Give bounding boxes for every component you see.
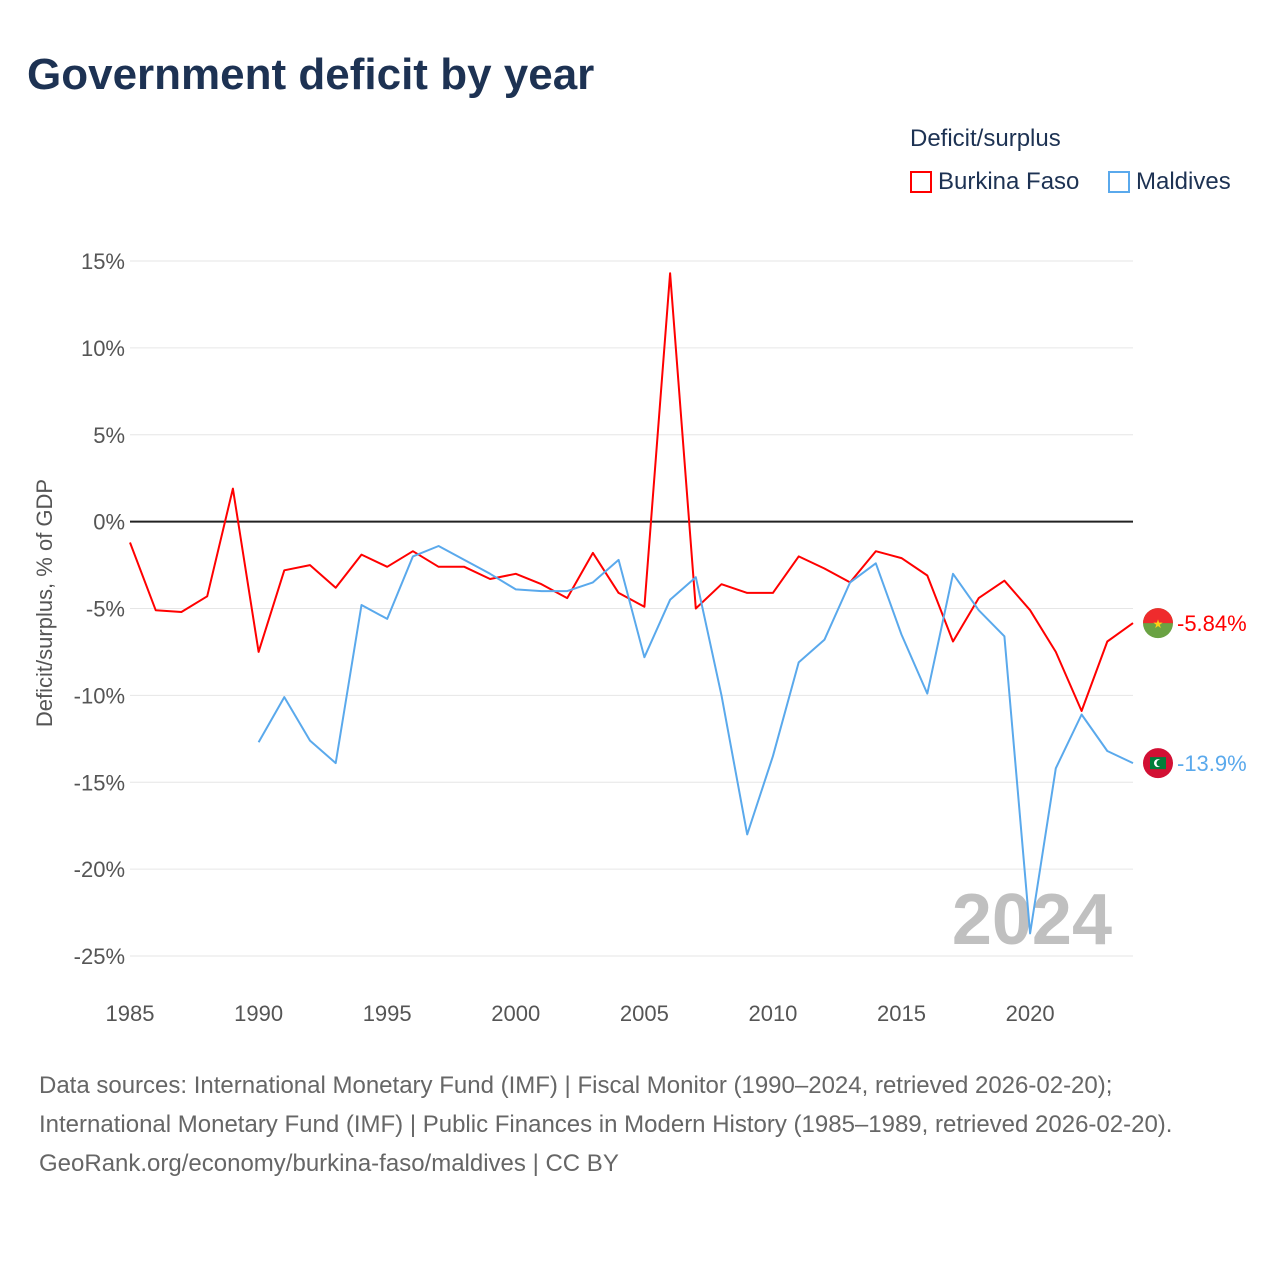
data-sources: Data sources: International Monetary Fun…: [39, 1072, 1173, 1138]
x-tick-label: 2010: [748, 1001, 797, 1026]
series-line-maldives: [257, 545, 1134, 935]
x-tick-label: 1985: [106, 1001, 155, 1026]
legend-title: Deficit/surplus: [910, 125, 1061, 152]
legend-swatch: [910, 171, 932, 193]
y-tick-label: 15%: [81, 249, 125, 274]
legend-swatch: [1108, 171, 1130, 193]
y-tick-label: 0%: [93, 510, 125, 535]
x-tick-label: 1995: [363, 1001, 412, 1026]
y-tick-label: -25%: [74, 944, 125, 969]
legend-label: Burkina Faso: [938, 168, 1080, 195]
y-tick-label: -20%: [74, 857, 125, 882]
y-tick-label: -5%: [86, 597, 125, 622]
series-line-burkina-faso: [129, 272, 1134, 712]
credit-link[interactable]: GeoRank.org/economy/burkina-faso/maldive…: [39, 1150, 619, 1177]
x-tick-label: 2015: [877, 1001, 926, 1026]
flag-part: [1143, 608, 1173, 624]
y-tick-label: -10%: [74, 683, 125, 708]
legend-item-burkina-faso[interactable]: Burkina Faso: [910, 168, 1079, 196]
end-value-label: -5.84%: [1177, 611, 1247, 636]
footer: Data sources: International Monetary Fun…: [39, 1066, 1239, 1183]
legend-item-maldives[interactable]: Maldives: [1108, 168, 1231, 196]
flag-crescent-cut: [1156, 759, 1164, 767]
y-tick-label: 10%: [81, 336, 125, 361]
y-tick-label: 5%: [93, 423, 125, 448]
end-value-label: -13.9%: [1177, 751, 1247, 776]
x-tick-label: 2005: [620, 1001, 669, 1026]
flag-star: ★: [1153, 617, 1164, 631]
x-tick-label: 1990: [234, 1001, 283, 1026]
y-tick-label: -15%: [74, 770, 125, 795]
x-tick-label: 2000: [491, 1001, 540, 1026]
legend-label: Maldives: [1136, 168, 1231, 195]
x-tick-label: 2020: [1006, 1001, 1055, 1026]
chart-title: Government deficit by year: [27, 50, 595, 99]
